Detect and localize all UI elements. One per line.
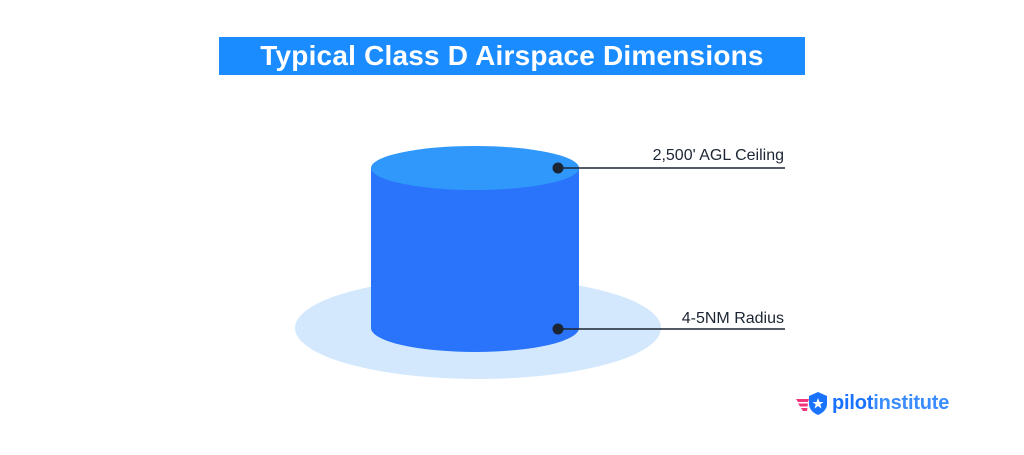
cylinder-body	[371, 168, 579, 352]
radius-label: 4-5NM Radius	[681, 310, 784, 327]
diagram-title: Typical Class D Airspace Dimensions	[219, 37, 805, 75]
ceiling-label: 2,500' AGL Ceiling	[652, 147, 784, 164]
logo-text-pilot: pilot	[832, 391, 874, 414]
ceiling-callout-dot	[552, 162, 564, 174]
winged-star-badge-icon	[796, 392, 827, 415]
logo-text-institute: institute	[873, 391, 950, 414]
cylinder-top	[371, 146, 579, 190]
radius-callout-dot	[552, 323, 564, 335]
pilot-institute-logo: pilotinstitute	[795, 390, 949, 416]
logo-wordmark: pilotinstitute	[832, 392, 949, 415]
